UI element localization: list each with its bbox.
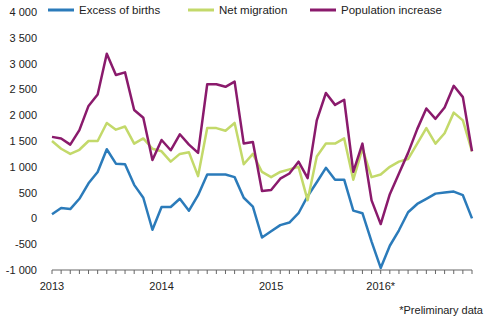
x-tick — [225, 270, 226, 274]
x-tick — [143, 270, 144, 274]
x-tick — [289, 270, 290, 274]
x-tick — [280, 270, 281, 274]
y-tick-label: 2 000 — [9, 109, 37, 121]
y-tick-label: 1 000 — [9, 161, 37, 173]
x-tick — [462, 270, 463, 274]
series-line — [52, 54, 472, 224]
x-tick — [125, 270, 126, 274]
y-tick-label: 3 000 — [9, 58, 37, 70]
x-tick — [79, 270, 80, 274]
legend-label: Net migration — [219, 4, 287, 16]
x-tick — [262, 270, 263, 274]
y-tick-label: -1 000 — [6, 264, 37, 276]
legend-swatch — [48, 9, 74, 12]
x-tick-label: 2014 — [149, 280, 173, 292]
x-tick — [207, 270, 208, 274]
x-tick — [472, 270, 473, 274]
x-tick-label: 2016* — [366, 280, 395, 292]
x-tick — [316, 270, 317, 274]
plot-area — [52, 54, 472, 268]
x-tick-label: 2015 — [259, 280, 283, 292]
x-tick — [398, 270, 399, 274]
y-tick-label: 4 000 — [9, 6, 37, 18]
x-tick — [307, 270, 308, 274]
x-tick — [389, 270, 390, 274]
y-tick-label: 2 500 — [9, 83, 37, 95]
x-tick — [61, 270, 62, 274]
x-tick — [161, 270, 162, 274]
x-tick — [52, 270, 53, 274]
x-tick — [216, 270, 217, 274]
x-tick — [344, 270, 345, 274]
x-tick — [435, 270, 436, 274]
y-tick-label: 500 — [19, 187, 37, 199]
x-tick — [243, 270, 244, 274]
x-tick — [453, 270, 454, 274]
legend-label: Population increase — [341, 4, 442, 16]
legend-label: Excess of births — [79, 4, 160, 16]
legend-swatch — [188, 9, 214, 12]
x-tick — [179, 270, 180, 274]
footnote: *Preliminary data — [399, 304, 484, 316]
x-tick — [170, 270, 171, 274]
y-tick-label: 0 — [31, 212, 37, 224]
x-tick — [380, 270, 381, 274]
x-tick — [298, 270, 299, 274]
x-tick — [115, 270, 116, 274]
x-tick — [325, 270, 326, 274]
x-tick — [353, 270, 354, 274]
x-tick — [408, 270, 409, 274]
x-tick — [426, 270, 427, 274]
x-tick — [70, 270, 71, 274]
x-tick — [152, 270, 153, 274]
x-tick — [97, 270, 98, 274]
x-tick — [362, 270, 363, 274]
x-tick — [188, 270, 189, 274]
y-tick-label: -500 — [15, 238, 37, 250]
x-tick — [371, 270, 372, 274]
x-tick — [335, 270, 336, 274]
x-tick — [271, 270, 272, 274]
series-line — [52, 149, 472, 268]
x-tick — [444, 270, 445, 274]
y-tick-label: 1 500 — [9, 135, 37, 147]
x-tick — [252, 270, 253, 274]
x-tick — [417, 270, 418, 274]
x-tick — [134, 270, 135, 274]
x-tick-label: 2013 — [40, 280, 64, 292]
y-tick-label: 3 500 — [9, 32, 37, 44]
chart: -1 000 -500 0 500 1 000 1 500 2 000 2 500 3 000 3… — [0, 0, 491, 322]
x-tick — [198, 270, 199, 274]
x-tick — [106, 270, 107, 274]
x-tick — [88, 270, 89, 274]
legend-swatch — [310, 9, 336, 12]
x-tick — [234, 270, 235, 274]
